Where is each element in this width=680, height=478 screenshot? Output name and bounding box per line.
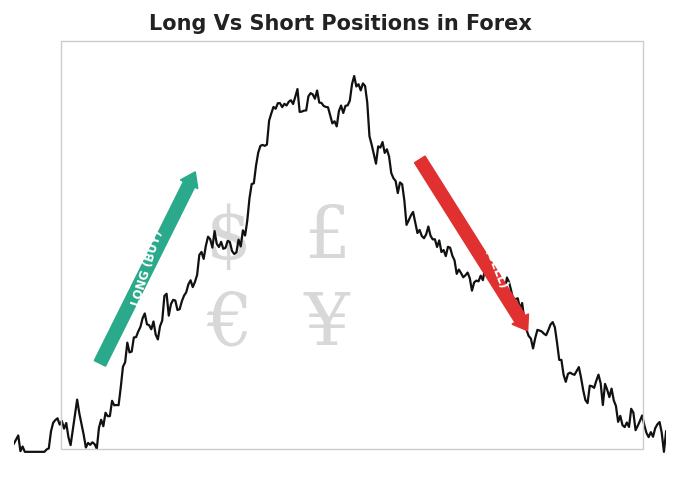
Title: Long Vs Short Positions in Forex: Long Vs Short Positions in Forex: [148, 14, 532, 34]
Text: ¥: ¥: [304, 290, 350, 360]
FancyArrowPatch shape: [414, 156, 528, 331]
Text: €: €: [206, 290, 252, 360]
Text: $: $: [206, 204, 252, 274]
Text: SHORT (SELL): SHORT (SELL): [464, 200, 509, 290]
Text: LONG (BUY): LONG (BUY): [130, 228, 165, 307]
FancyArrowPatch shape: [95, 172, 198, 366]
Text: £: £: [304, 204, 350, 274]
